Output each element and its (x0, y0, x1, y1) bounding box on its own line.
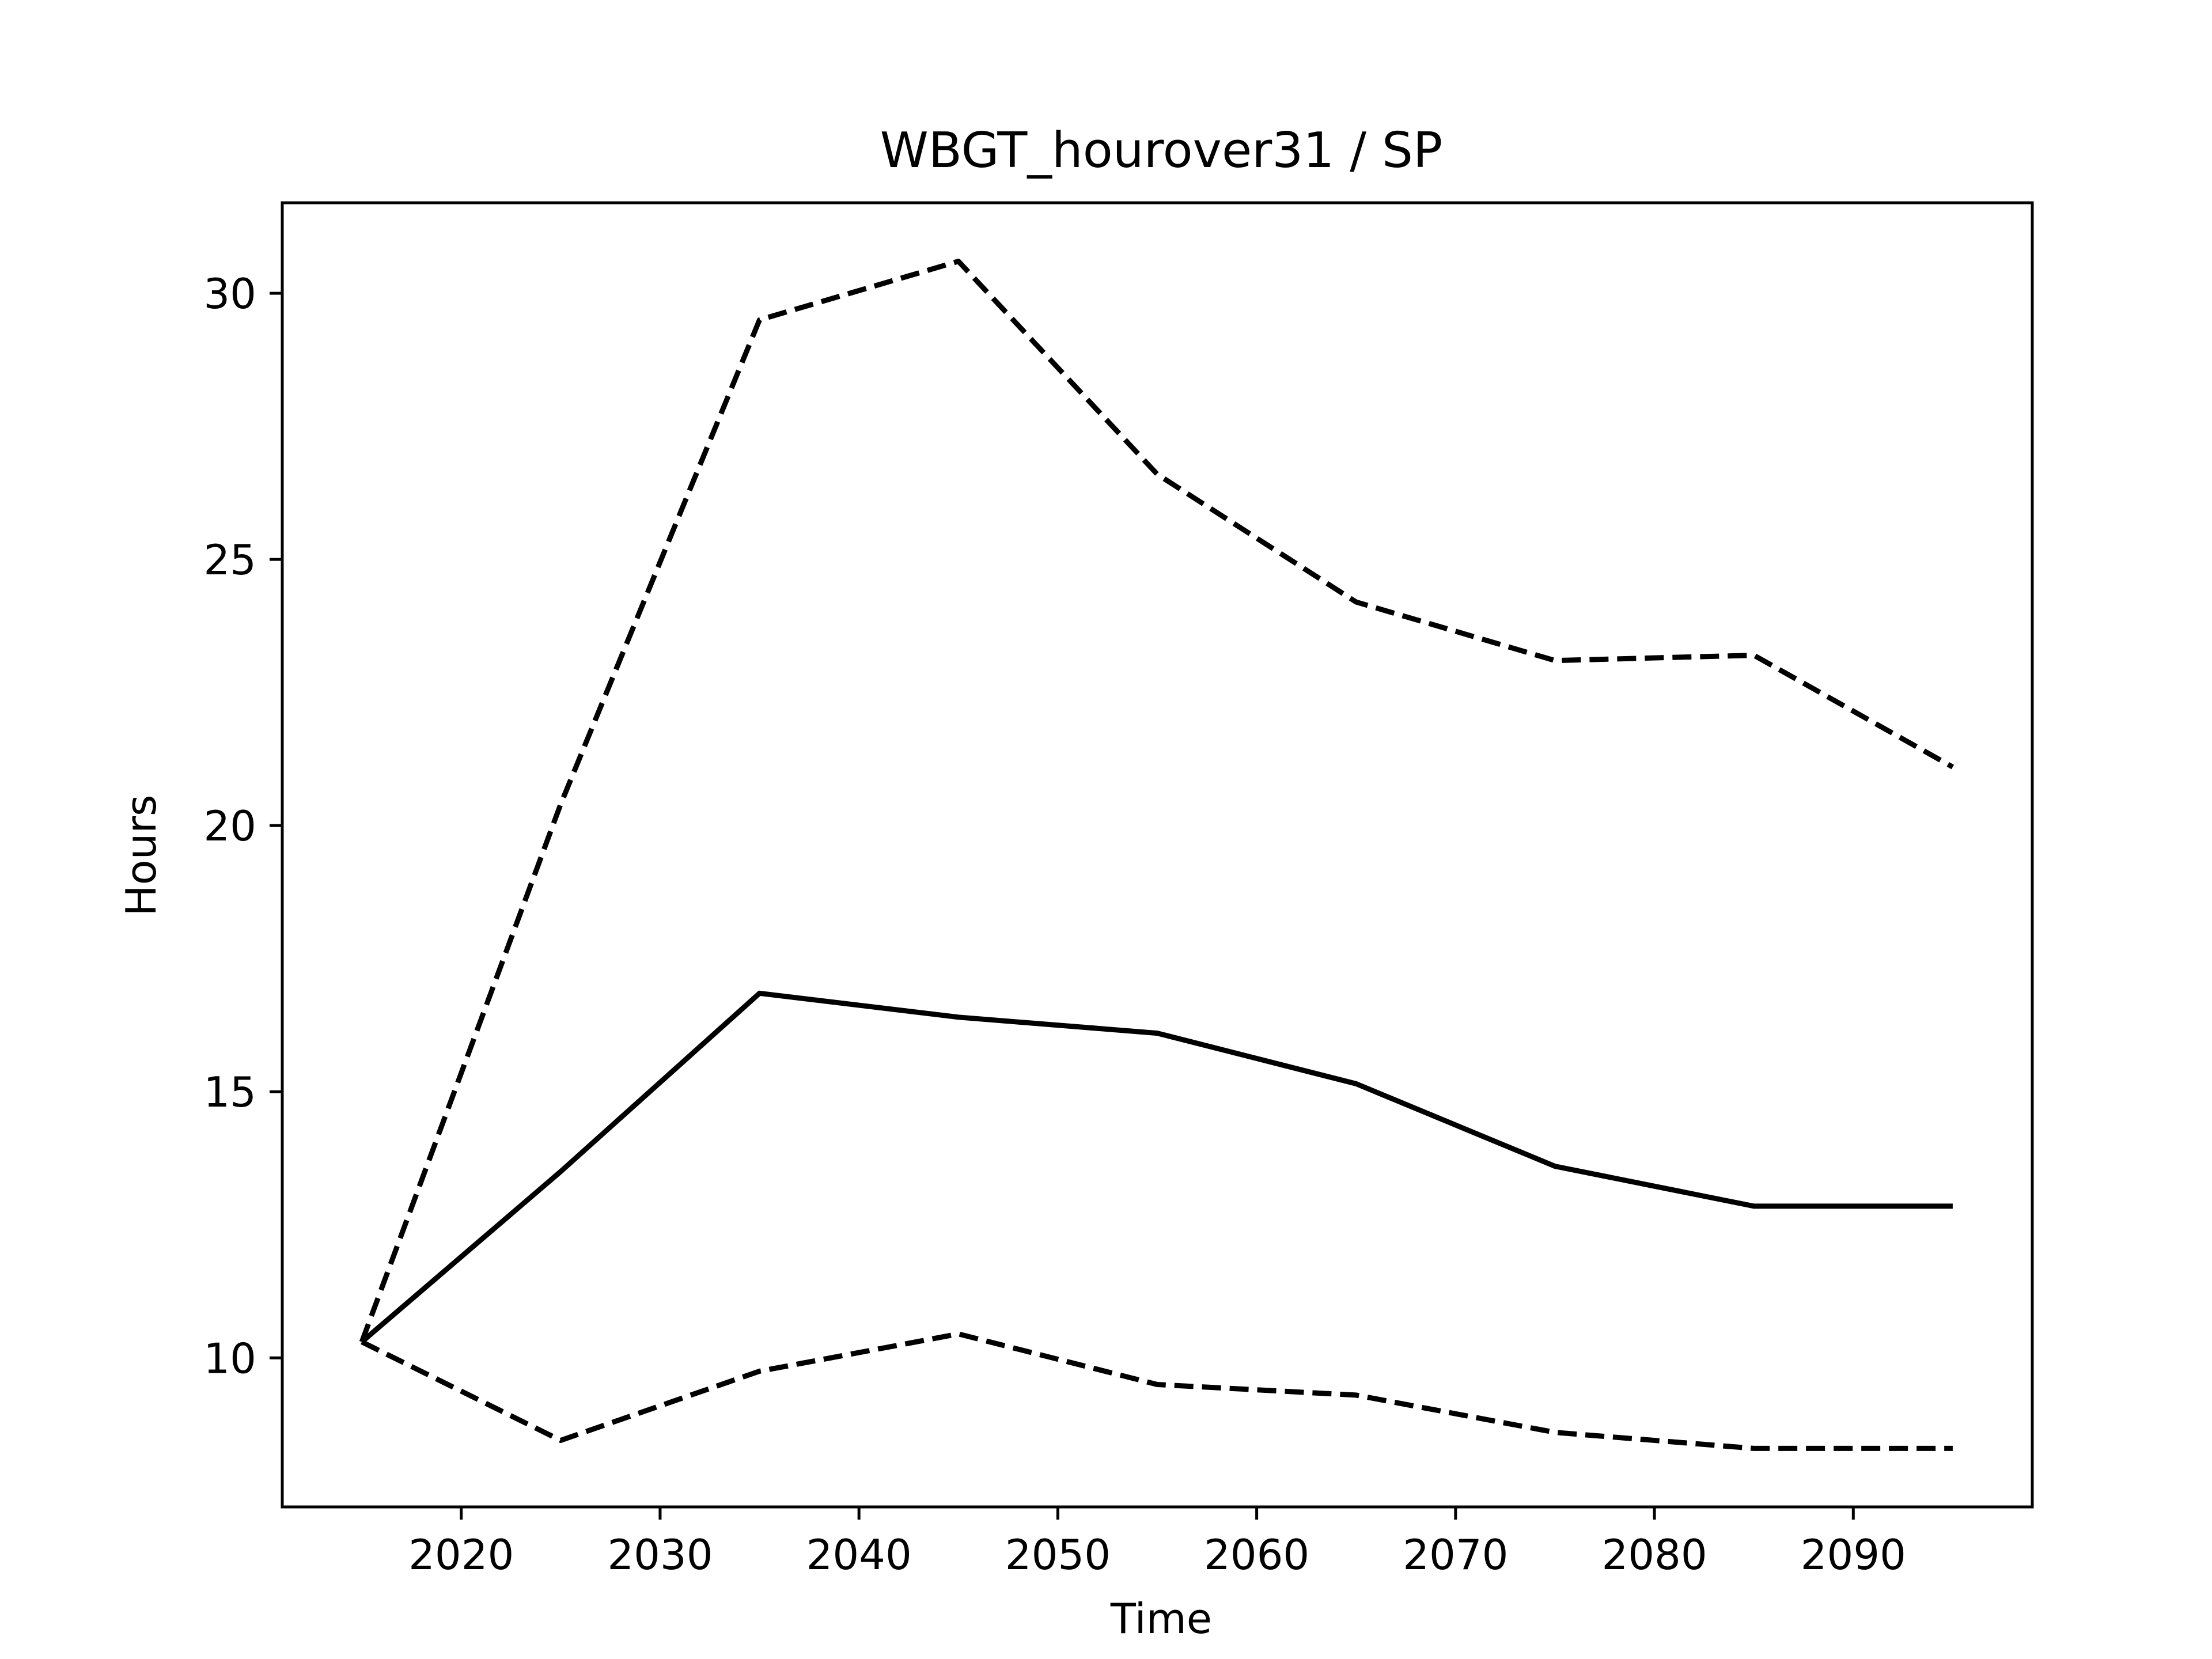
y-axis-label: Hours (117, 795, 165, 916)
x-tick-label: 2030 (607, 1531, 713, 1579)
y-tick-label: 10 (203, 1334, 256, 1382)
x-axis-label: Time (1110, 1594, 1212, 1643)
series-line-3 (361, 1331, 1953, 1451)
y-tick-label: 20 (203, 802, 256, 850)
y-tick-label: 30 (203, 270, 256, 318)
plot-area: 2020 2030 2040 2050 2060 2070 2080 2090 10 15 20 25… (203, 201, 2034, 1579)
x-tick-label: 2040 (806, 1531, 912, 1579)
x-tick-label: 2080 (1601, 1531, 1707, 1579)
x-tick-label: 2060 (1204, 1531, 1309, 1579)
x-tick-label: 2090 (1801, 1531, 1906, 1579)
y-tick-label: 15 (203, 1068, 256, 1116)
series-line-1 (359, 259, 1955, 1343)
y-tick-label: 25 (203, 536, 256, 584)
x-tick-label: 2070 (1403, 1531, 1508, 1579)
x-tick-label: 2020 (408, 1531, 514, 1579)
plot-frame (281, 201, 2034, 1509)
x-tick-label: 2050 (1005, 1531, 1111, 1579)
series-line-2 (360, 990, 1953, 1344)
chart-title: WBGT_hourover31 / SP (880, 122, 1443, 179)
